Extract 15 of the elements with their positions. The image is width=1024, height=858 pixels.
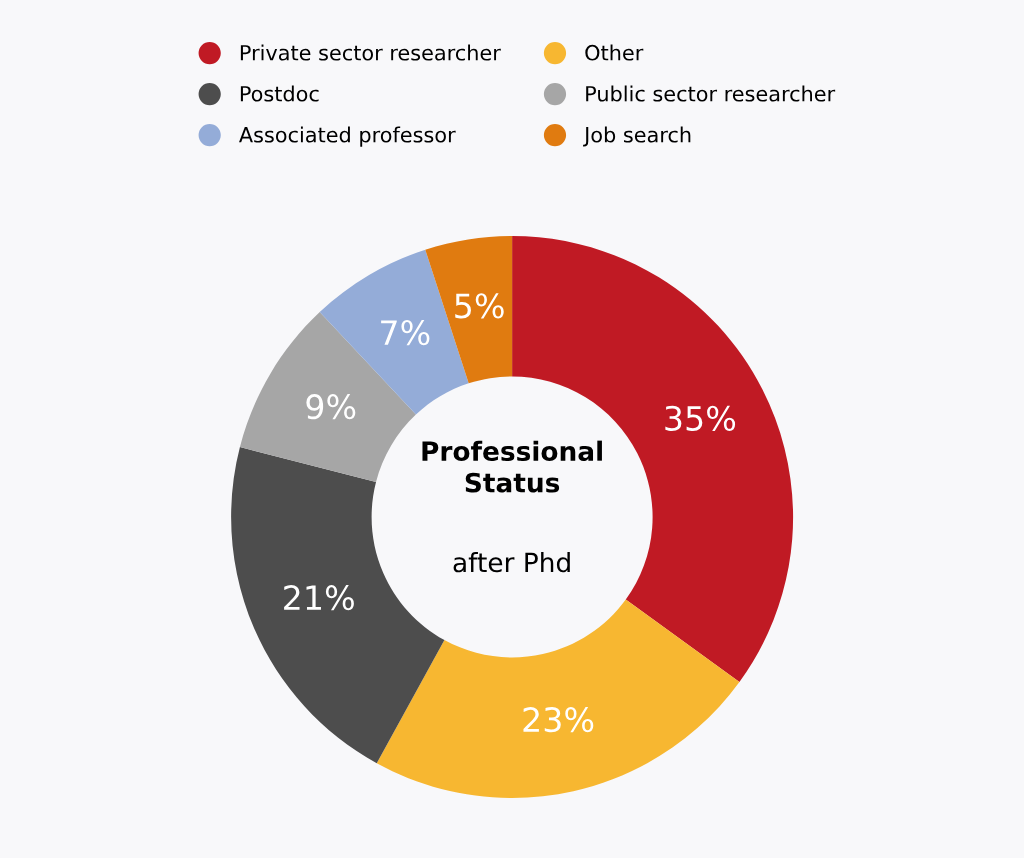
donut-slice bbox=[376, 599, 740, 798]
text: after Phd bbox=[453, 551, 570, 573]
legend-label: Job search bbox=[583, 126, 691, 147]
text: Professional Status bbox=[422, 440, 602, 493]
data-label: 7% bbox=[381, 320, 430, 346]
data-label: 21% bbox=[284, 585, 354, 611]
legend-label: Private sector researcher bbox=[240, 44, 501, 61]
data-label: 23% bbox=[523, 707, 594, 733]
legend-label: Associated professor bbox=[239, 126, 456, 147]
data-label: 35% bbox=[665, 405, 736, 431]
legend-label: Other bbox=[585, 44, 644, 61]
legend-label: Postdoc bbox=[240, 85, 319, 102]
data-label: 5% bbox=[455, 293, 504, 319]
data-label: 9% bbox=[306, 394, 356, 420]
legend-label: Public sector researcher bbox=[586, 85, 836, 102]
